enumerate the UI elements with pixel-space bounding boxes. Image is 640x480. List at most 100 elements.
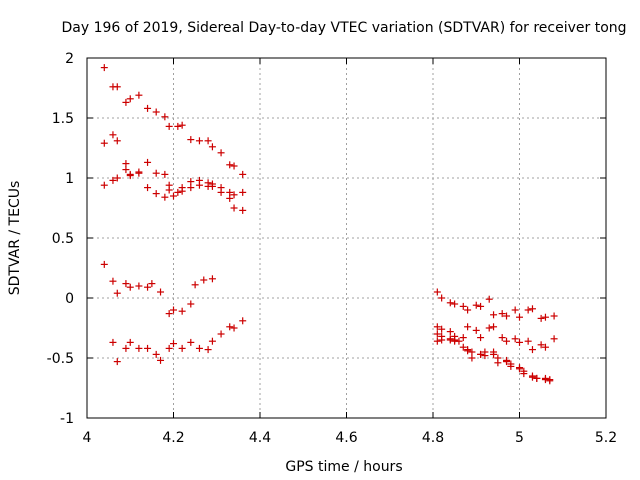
grid xyxy=(87,58,606,418)
data-point xyxy=(481,352,489,360)
data-point xyxy=(208,275,216,283)
data-point xyxy=(438,294,446,302)
series-sat-a xyxy=(100,64,247,178)
series-sat-g xyxy=(433,323,558,354)
data-point xyxy=(161,193,169,201)
data-point xyxy=(541,374,549,382)
data-point xyxy=(135,344,143,352)
data-point xyxy=(528,346,536,354)
data-point xyxy=(516,313,523,321)
data-point xyxy=(100,181,108,189)
data-point xyxy=(239,188,247,196)
data-point xyxy=(135,169,143,177)
data-point xyxy=(208,143,216,151)
data-point xyxy=(498,310,506,318)
data-point xyxy=(472,326,480,334)
series-sat-e xyxy=(109,317,247,366)
data-point xyxy=(226,194,234,202)
data-point xyxy=(516,365,523,373)
data-point xyxy=(113,174,121,182)
data-point xyxy=(152,169,160,177)
data-point xyxy=(239,317,247,325)
data-point xyxy=(170,340,177,348)
data-point xyxy=(550,312,558,320)
data-point xyxy=(503,312,511,320)
data-point xyxy=(122,166,130,174)
data-point xyxy=(100,64,108,72)
data-point xyxy=(109,131,117,139)
data-point xyxy=(550,335,558,343)
data-point xyxy=(226,323,234,331)
data-point xyxy=(204,346,212,354)
y-tick-label: -1 xyxy=(60,411,74,427)
y-tick-label: 1 xyxy=(65,171,74,187)
x-tick-label: 5.2 xyxy=(595,430,617,446)
data-point xyxy=(503,358,511,366)
data-point xyxy=(187,300,195,308)
data-point xyxy=(507,362,515,370)
data-point xyxy=(464,347,472,355)
data-point xyxy=(477,350,485,358)
data-point xyxy=(100,139,108,147)
data-point xyxy=(195,137,203,145)
data-point xyxy=(546,376,554,384)
data-point xyxy=(464,306,472,314)
data-point xyxy=(459,343,467,351)
data-point xyxy=(187,178,195,186)
data-point xyxy=(122,98,130,106)
y-tick-label: 0 xyxy=(65,291,74,307)
data-point xyxy=(485,295,493,303)
data-point xyxy=(113,289,121,297)
data-point xyxy=(144,344,152,352)
data-point xyxy=(152,350,160,358)
data-point xyxy=(533,374,541,382)
data-point xyxy=(537,314,545,322)
data-point xyxy=(217,149,225,157)
data-point xyxy=(477,334,485,342)
data-point xyxy=(187,338,195,346)
data-point xyxy=(226,188,234,196)
x-tick-label: 4 xyxy=(83,430,92,446)
data-point xyxy=(226,161,234,169)
data-point xyxy=(135,282,143,290)
data-points xyxy=(100,64,558,385)
data-point xyxy=(200,276,208,284)
data-point xyxy=(451,337,459,345)
data-point xyxy=(144,184,152,192)
data-point xyxy=(511,306,519,314)
data-point xyxy=(100,260,108,268)
data-point xyxy=(433,330,441,338)
axis-ticks: 4 4.2 4.4 4.6 4.8 5 5.2 -1 -0.5 0 0.5 1 1.5 2 xyxy=(47,51,617,446)
data-point xyxy=(161,170,169,178)
data-point xyxy=(109,176,117,184)
y-tick-label: 1.5 xyxy=(52,111,74,127)
x-tick-label: 5 xyxy=(515,430,524,446)
data-point xyxy=(433,337,441,345)
data-point xyxy=(208,182,216,190)
data-point xyxy=(528,373,536,381)
data-point xyxy=(144,283,152,291)
data-point xyxy=(433,288,441,296)
series-sat-i xyxy=(433,335,554,384)
x-tick-label: 4.2 xyxy=(162,430,184,446)
data-point xyxy=(178,307,186,315)
data-point xyxy=(537,341,545,349)
data-point xyxy=(446,335,454,343)
data-point xyxy=(126,95,134,103)
data-point xyxy=(490,348,498,356)
series-sat-d xyxy=(100,260,216,318)
data-point xyxy=(230,191,238,199)
data-point xyxy=(144,104,152,112)
data-point xyxy=(468,354,476,362)
data-point xyxy=(157,356,165,364)
data-point xyxy=(195,181,203,189)
data-point xyxy=(157,288,165,296)
data-point xyxy=(498,334,506,342)
data-point xyxy=(126,338,134,346)
data-point xyxy=(459,334,467,342)
data-point xyxy=(122,344,130,352)
y-tick-label: -0.5 xyxy=(47,351,74,367)
data-point xyxy=(135,91,143,99)
